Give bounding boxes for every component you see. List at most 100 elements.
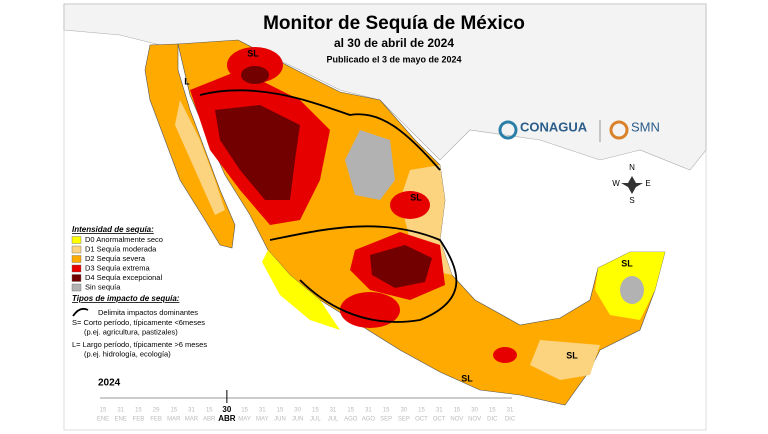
smn-icon [609, 120, 629, 140]
impact-label: SL [621, 258, 633, 268]
timeline-month: MAR [185, 417, 199, 423]
timeline-day: 15 [277, 408, 284, 414]
impact-line-label: Delimita impactos dominantes [98, 308, 198, 317]
timeline-day: 31 [365, 408, 372, 414]
timeline-day: 31 [507, 408, 514, 414]
legend-title: Intensidad de sequía: [72, 225, 154, 234]
legend-swatch [71, 264, 82, 273]
legend-label: Sin sequía [85, 282, 121, 291]
timeline-month: ENE [115, 417, 127, 423]
impact-note: (p.ej. hidrología, ecología) [84, 349, 171, 358]
timeline-year: 2024 [98, 378, 121, 389]
timeline-month: SEP [380, 417, 392, 423]
legend-label: D3 Sequía extrema [85, 263, 150, 272]
d4-center [370, 245, 432, 288]
impact-label: SL [461, 373, 473, 383]
compass-w: W [612, 179, 620, 188]
timeline-day: 15 [454, 408, 461, 414]
impact-line-sample [72, 307, 89, 317]
impact-notes: S= Corto período, típicamente <6meses(p.… [72, 318, 207, 359]
timeline-month: FEB [133, 417, 145, 423]
legend-label: D1 Sequía moderada [85, 244, 157, 253]
d3-north [227, 47, 283, 83]
legend-label: D4 Sequía excepcional [85, 273, 162, 282]
timeline-day: 31 [188, 408, 195, 414]
timeline-day: 31 [436, 408, 443, 414]
timeline-month: NOV [450, 417, 463, 423]
d4-north [241, 66, 269, 84]
map-date: al 30 de abril de 2024 [334, 36, 454, 50]
timeline-day: 15 [100, 408, 107, 414]
timeline-month: AGO [344, 417, 358, 423]
conagua-icon [498, 120, 518, 140]
timeline-month: FEB [150, 417, 162, 423]
timeline-month: DIC [487, 417, 498, 423]
timeline-month: JUN [274, 417, 286, 423]
legend-label: D2 Sequía severa [85, 254, 146, 263]
d3-northeast [390, 191, 430, 219]
gray-north [345, 130, 395, 200]
pacific-d0 [262, 250, 340, 330]
baja-d1 [175, 100, 225, 215]
timeline-month: MAR [167, 417, 181, 423]
compass-s: S [629, 196, 634, 205]
timeline-month: JUL [310, 417, 321, 423]
gray-yucatan [620, 276, 644, 304]
timeline-day: 15 [312, 408, 319, 414]
map-published: Publicado el 3 de mayo de 2024 [326, 54, 461, 64]
d4-northwest [215, 105, 300, 200]
timeline-day: 15 [347, 408, 354, 414]
timeline-month: ABR [218, 414, 236, 423]
compass-n: N [629, 163, 635, 172]
timeline-month: MAY [256, 417, 269, 423]
compass-rose [621, 176, 643, 194]
timeline-day: 30 [222, 405, 231, 414]
timeline-day: 31 [117, 408, 124, 414]
impact-line [199, 89, 458, 323]
timeline-month: JUL [328, 417, 339, 423]
timeline-month: ABR [203, 417, 216, 423]
impact-note: S= Corto período, típicamente <6meses [72, 318, 205, 327]
timeline-month: DIC [505, 417, 516, 423]
impact-note: L= Largo período, típicamente >6 meses [72, 340, 207, 349]
map-labels: SL L SL SL SL SL [184, 48, 633, 383]
legend-swatch [71, 255, 82, 263]
timeline-day: 30 [400, 408, 407, 414]
timeline-day: 15 [206, 408, 213, 414]
timeline-day: 31 [259, 408, 266, 414]
compass-e: E [645, 179, 650, 188]
timeline-day: 15 [170, 408, 177, 414]
south-d1 [530, 340, 600, 380]
d3-south [340, 292, 400, 328]
impact-label: SL [410, 192, 422, 202]
timeline-day: 15 [241, 408, 248, 414]
legend-swatch [71, 245, 82, 254]
timeline-month: ENE [97, 417, 109, 423]
timeline-day: 29 [153, 408, 160, 414]
timeline-day: 30 [294, 408, 301, 414]
conagua-logo: CONAGUA [520, 119, 588, 134]
legend-swatch [71, 236, 82, 244]
timeline-month: SEP [398, 417, 410, 423]
timeline-day: 30 [471, 408, 478, 414]
timeline-month: JUN [292, 417, 304, 423]
legend-label: D0 Anormalmente seco [85, 235, 163, 244]
impact-label: L [184, 76, 190, 86]
legend-swatch [71, 274, 82, 282]
timeline-month: AGO [362, 417, 376, 423]
timeline-day: 15 [418, 408, 425, 414]
timeline-month: MAY [238, 417, 251, 423]
impact-note: (p.ej. agricultura, pastizales) [84, 327, 178, 336]
smn-logo: SMN [631, 119, 660, 134]
timeline: 15ENE31ENE15FEB29FEB15MAR31MAR15ABR30ABR… [97, 390, 516, 423]
d3-oaxaca [493, 347, 517, 363]
impact-label: SL [566, 350, 578, 360]
impact-title: Tipos de impacto de sequía: [72, 294, 180, 303]
legend-swatch [71, 283, 82, 292]
timeline-day: 15 [135, 408, 142, 414]
timeline-day: 15 [383, 408, 390, 414]
impact-label: SL [247, 48, 259, 58]
us-land [63, 3, 707, 171]
